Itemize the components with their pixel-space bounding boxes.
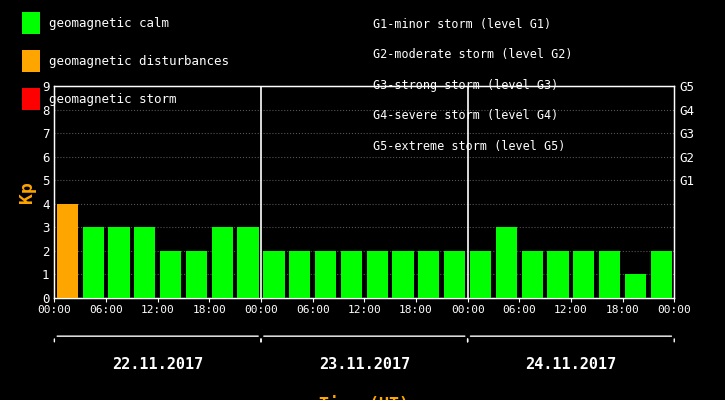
Bar: [57, 204, 78, 298]
Bar: [263, 251, 284, 298]
Bar: [599, 251, 621, 298]
Bar: [341, 251, 362, 298]
Bar: [83, 227, 104, 298]
Bar: [289, 251, 310, 298]
Text: G3-strong storm (level G3): G3-strong storm (level G3): [373, 79, 559, 92]
Text: 24.11.2017: 24.11.2017: [526, 357, 616, 372]
Text: G1-minor storm (level G1): G1-minor storm (level G1): [373, 18, 552, 31]
Bar: [392, 251, 414, 298]
Bar: [521, 251, 543, 298]
Text: G5-extreme storm (level G5): G5-extreme storm (level G5): [373, 140, 566, 152]
Text: Time (UT): Time (UT): [319, 396, 410, 400]
Bar: [134, 227, 155, 298]
Bar: [625, 274, 646, 298]
Text: G2-moderate storm (level G2): G2-moderate storm (level G2): [373, 48, 573, 61]
Text: G4-severe storm (level G4): G4-severe storm (level G4): [373, 109, 559, 122]
Text: geomagnetic disturbances: geomagnetic disturbances: [49, 54, 228, 68]
Bar: [547, 251, 568, 298]
Text: geomagnetic calm: geomagnetic calm: [49, 16, 169, 30]
Y-axis label: Kp: Kp: [18, 181, 36, 203]
Bar: [160, 251, 181, 298]
Bar: [186, 251, 207, 298]
Bar: [470, 251, 491, 298]
Bar: [212, 227, 233, 298]
Text: 23.11.2017: 23.11.2017: [319, 357, 410, 372]
Bar: [496, 227, 517, 298]
Bar: [367, 251, 388, 298]
Bar: [418, 251, 439, 298]
Bar: [651, 251, 672, 298]
Text: 22.11.2017: 22.11.2017: [112, 357, 203, 372]
Bar: [573, 251, 594, 298]
Bar: [238, 227, 259, 298]
Text: geomagnetic storm: geomagnetic storm: [49, 92, 176, 106]
Bar: [444, 251, 465, 298]
Bar: [315, 251, 336, 298]
Bar: [108, 227, 130, 298]
